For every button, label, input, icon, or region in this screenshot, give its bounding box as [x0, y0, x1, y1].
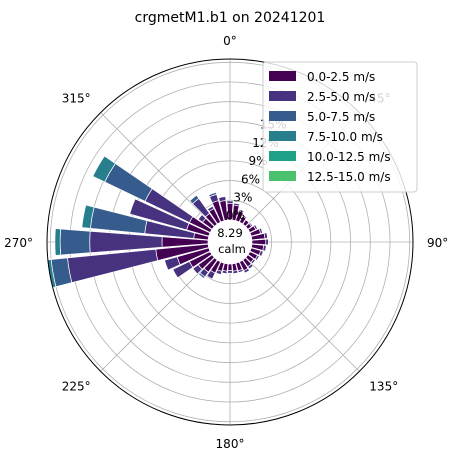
legend-swatch	[269, 131, 296, 141]
chart-title: crgmetM1.b1 on 20241201	[135, 10, 326, 26]
legend-swatch	[269, 171, 296, 181]
sector-bar	[247, 263, 254, 270]
sector-bar	[263, 232, 268, 239]
sector-bar	[218, 196, 227, 203]
sector-bar	[207, 205, 215, 212]
legend-entry: 7.5-10.0 m/s	[307, 130, 383, 144]
grid-spoke	[100, 112, 215, 227]
legend-entry: 2.5-5.0 m/s	[307, 90, 375, 104]
legend-entry: 10.0-12.5 m/s	[307, 150, 391, 164]
direction-label: 90°	[427, 236, 448, 250]
sector-bar	[254, 254, 260, 261]
direction-label: 135°	[369, 379, 398, 393]
sector-bar	[250, 258, 256, 265]
sector-bar	[164, 256, 181, 271]
sector-bar	[237, 268, 244, 274]
sector-bar	[215, 269, 223, 276]
legend-entry: 0.0-2.5 m/s	[307, 70, 375, 84]
sector-bar	[208, 191, 218, 198]
calm-circle	[208, 220, 252, 264]
legend-swatch	[269, 111, 296, 121]
sector-bar	[198, 272, 206, 280]
sector-bar	[54, 228, 62, 256]
calm-label: calm	[218, 242, 246, 256]
direction-label: 225°	[62, 379, 91, 393]
sector-bar	[59, 228, 91, 256]
legend-swatch	[269, 71, 296, 81]
legend-entry: 12.5-15.0 m/s	[307, 170, 391, 184]
sector-bar	[253, 224, 259, 231]
grid-spoke	[245, 257, 360, 372]
sector-bar	[243, 267, 250, 274]
direction-label: 0°	[223, 34, 237, 48]
direction-label: 180°	[216, 437, 245, 451]
sector-bar	[197, 214, 207, 223]
sector-bar	[258, 250, 264, 257]
calm-value: 8.29	[217, 226, 243, 240]
sector-bar	[265, 238, 269, 246]
legend-swatch	[269, 151, 296, 161]
sector-bar	[206, 269, 216, 280]
radial-tick-label: 3%	[233, 190, 252, 204]
sector-bar	[241, 214, 248, 219]
legend-entry: 5.0-7.5 m/s	[307, 110, 375, 124]
sector-bar	[227, 270, 233, 274]
sector-bar	[221, 269, 228, 275]
sector-bar	[258, 227, 264, 234]
sector-bar	[226, 200, 234, 205]
polar-outer-frame	[46, 58, 414, 426]
legend-frame	[262, 61, 418, 193]
sector-bar	[189, 194, 200, 205]
legend-swatch	[269, 91, 296, 101]
sector-bar	[46, 259, 57, 289]
grid-spoke	[100, 257, 215, 372]
sector-bar	[192, 264, 203, 275]
sector-bar	[172, 260, 194, 279]
sector-bar	[67, 248, 159, 284]
sector-bar	[233, 202, 241, 207]
sector-bar	[81, 204, 95, 229]
radial-tick-label: 0%	[226, 209, 245, 223]
direction-label: 270°	[4, 236, 33, 250]
direction-label: 315°	[62, 92, 91, 106]
sector-bar	[248, 221, 254, 228]
radial-tick-label: 6%	[241, 172, 260, 186]
sector-bar	[262, 244, 267, 252]
sector-bar	[129, 198, 190, 231]
sector-bar	[251, 238, 267, 246]
legend: 0.0-2.5 m/s 2.5-5.0 m/s 5.0-7.5 m/s 7.5-10.…	[262, 61, 418, 193]
sector-bar	[238, 208, 245, 213]
sector-bar	[92, 155, 116, 183]
sector-bar	[227, 263, 233, 271]
calm-center: 8.29 calm	[208, 220, 252, 264]
sector-bar	[232, 269, 239, 275]
